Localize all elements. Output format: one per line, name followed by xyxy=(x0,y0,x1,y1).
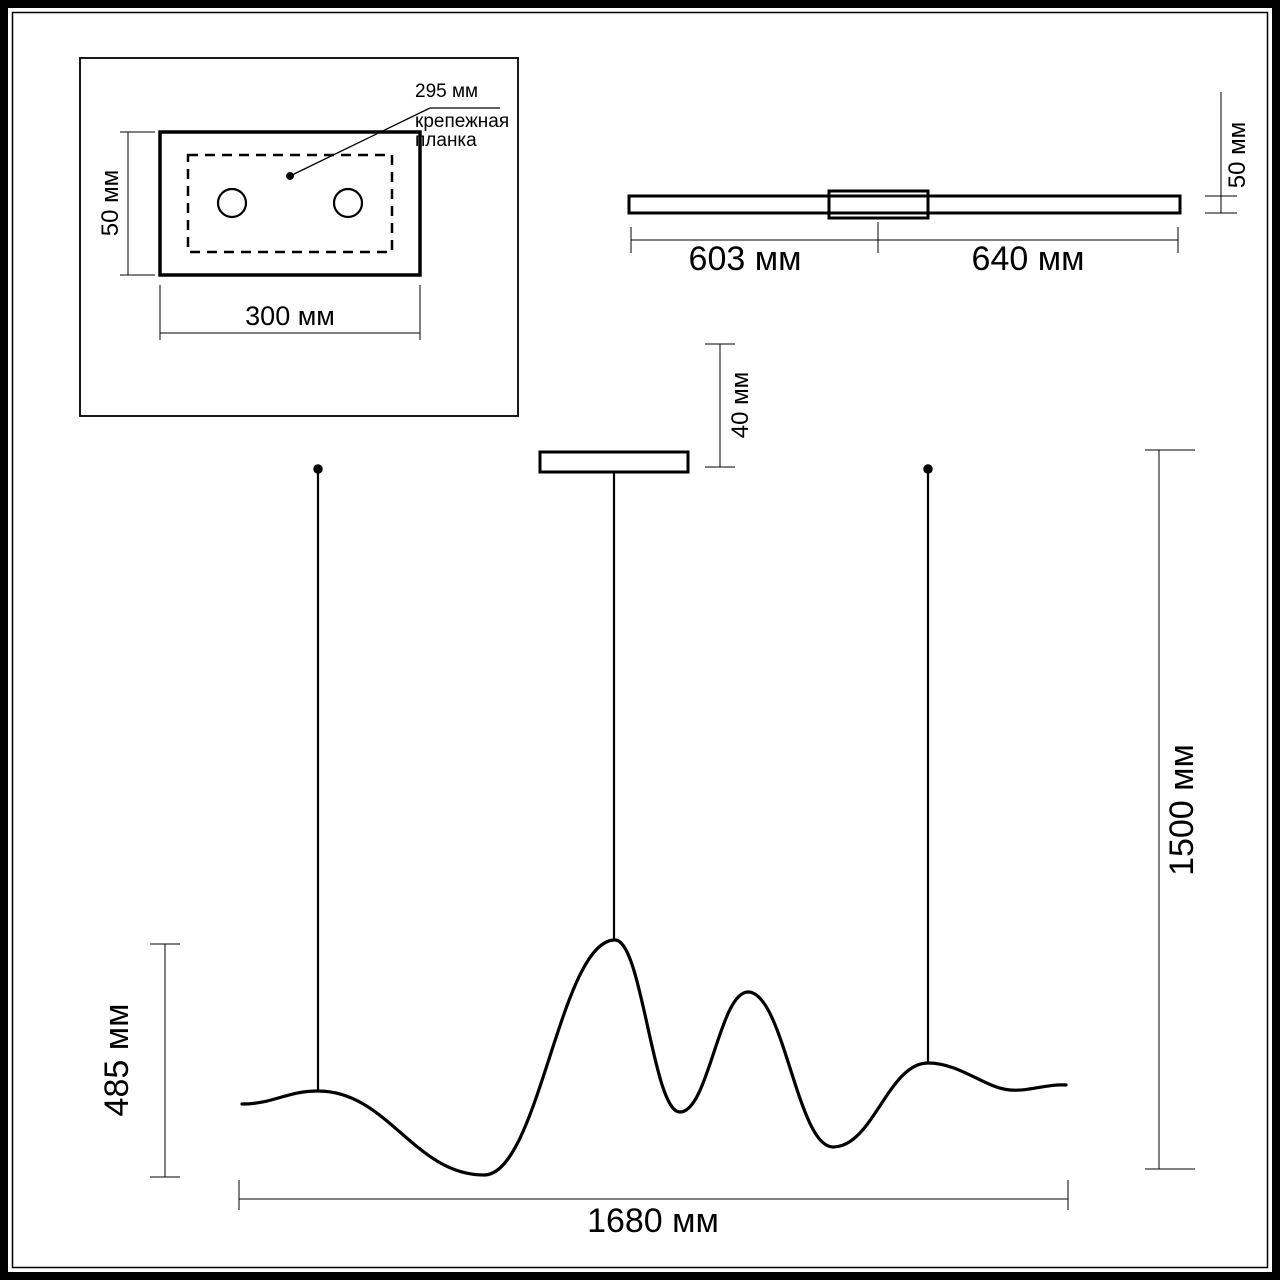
svg-text:1680 мм: 1680 мм xyxy=(587,1202,719,1240)
svg-text:295 мм: 295 мм xyxy=(415,81,478,102)
svg-text:1500 мм: 1500 мм xyxy=(1163,744,1201,876)
svg-text:40 мм: 40 мм xyxy=(727,372,754,438)
svg-text:50 мм: 50 мм xyxy=(97,170,124,236)
svg-text:планка: планка xyxy=(415,130,477,151)
svg-text:485 мм: 485 мм xyxy=(98,1004,136,1117)
svg-text:603 мм: 603 мм xyxy=(689,240,802,278)
svg-text:300 мм: 300 мм xyxy=(245,301,335,331)
svg-text:50 мм: 50 мм xyxy=(1224,122,1251,188)
svg-text:640 мм: 640 мм xyxy=(972,240,1085,278)
svg-text:крепежная: крепежная xyxy=(415,111,509,132)
